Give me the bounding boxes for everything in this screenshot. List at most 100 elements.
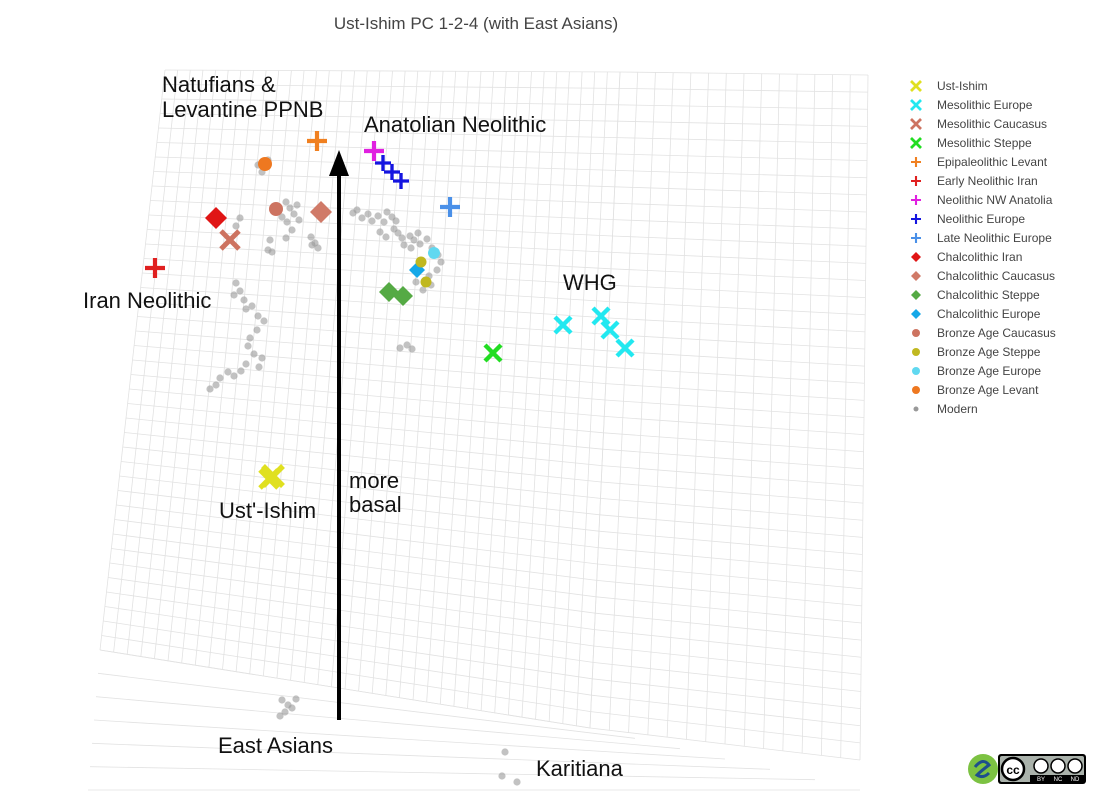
legend-item-early-neolithic-iran[interactable]: Early Neolithic Iran bbox=[911, 174, 1038, 188]
grid-line bbox=[150, 200, 614, 220]
modern-point bbox=[288, 226, 296, 234]
modern-point bbox=[407, 244, 415, 252]
modern-point bbox=[236, 214, 244, 222]
legend-item-bronze-age-steppe[interactable]: Bronze Age Steppe bbox=[912, 345, 1041, 359]
modern-point bbox=[278, 213, 286, 221]
legend-item-chalcolithic-iran[interactable]: Chalcolithic Iran bbox=[911, 250, 1022, 264]
legend-marker-epipaleolithic-levant bbox=[911, 157, 921, 167]
plot-grid bbox=[88, 69, 869, 791]
modern-point bbox=[416, 240, 424, 248]
grid-line bbox=[89, 766, 816, 781]
modern-point bbox=[258, 354, 266, 362]
cc-nd-label: ND bbox=[1071, 777, 1080, 783]
grid-line bbox=[600, 498, 863, 521]
grid-line bbox=[616, 153, 868, 162]
modern-points bbox=[206, 156, 521, 786]
legend-item-mesolithic-europe[interactable]: Mesolithic Europe bbox=[910, 98, 1033, 112]
legend-item-neolithic-europe[interactable]: Neolithic Europe bbox=[911, 212, 1025, 226]
grid-line bbox=[145, 243, 612, 270]
grid-line bbox=[590, 711, 861, 744]
modern-point bbox=[283, 218, 291, 226]
grid-line bbox=[589, 727, 861, 761]
legend-label: Chalcolithic Europe bbox=[937, 307, 1041, 321]
legend-label: Chalcolithic Steppe bbox=[937, 288, 1040, 302]
grid-line bbox=[106, 591, 594, 663]
legend-marker-chalcolithic-steppe bbox=[911, 290, 921, 300]
legend-item-bronze-age-levant[interactable]: Bronze Age Levant bbox=[912, 383, 1039, 397]
modern-point bbox=[412, 278, 420, 286]
modern-point bbox=[230, 372, 238, 380]
nc-icon bbox=[1050, 758, 1066, 774]
legend-marker-bronze-age-levant bbox=[912, 386, 920, 394]
point-epipaleolithic-levant bbox=[307, 131, 327, 151]
modern-point bbox=[403, 341, 411, 349]
point-bronze-age-steppe bbox=[420, 276, 432, 288]
legend-item-modern[interactable]: Modern bbox=[913, 402, 978, 416]
grid-line bbox=[616, 137, 868, 144]
legend-item-mesolithic-steppe[interactable]: Mesolithic Steppe bbox=[910, 136, 1032, 150]
modern-point bbox=[353, 206, 361, 214]
grid-line bbox=[604, 416, 864, 436]
point-mesolithic-europe bbox=[553, 315, 573, 335]
modern-point bbox=[206, 385, 214, 393]
legend-label: Modern bbox=[937, 402, 978, 416]
modern-point bbox=[410, 236, 418, 244]
cc-license-badge: cc BY NC ND bbox=[968, 754, 1086, 784]
grid-line bbox=[153, 171, 615, 188]
point-mesolithic-steppe bbox=[483, 343, 503, 363]
nd-icon bbox=[1067, 758, 1083, 774]
grid-line bbox=[601, 481, 864, 504]
grid-line bbox=[97, 672, 636, 739]
grid-line bbox=[610, 284, 866, 299]
annotation-ust-ishim: Ust'-Ishim bbox=[219, 498, 316, 523]
grid-line bbox=[112, 533, 597, 598]
modern-point bbox=[268, 248, 276, 256]
legend-marker-neolithic-nw-anatolia bbox=[911, 195, 921, 205]
modern-point bbox=[314, 244, 322, 252]
legend-label: Mesolithic Steppe bbox=[937, 136, 1032, 150]
annotation-basal: basal bbox=[349, 492, 402, 517]
annotation-more: more bbox=[349, 468, 399, 493]
grid-line bbox=[594, 629, 862, 658]
legend-item-neolithic-nw-anatolia[interactable]: Neolithic NW Anatolia bbox=[911, 193, 1053, 207]
modern-point bbox=[224, 368, 232, 376]
grid-line bbox=[116, 504, 598, 565]
grid-line bbox=[124, 432, 602, 483]
legend-item-chalcolithic-caucasus[interactable]: Chalcolithic Caucasus bbox=[911, 269, 1055, 283]
legend-item-bronze-age-europe[interactable]: Bronze Age Europe bbox=[912, 364, 1041, 378]
grid-line bbox=[125, 417, 603, 466]
modern-point bbox=[282, 198, 290, 206]
point-mesolithic-europe bbox=[591, 306, 611, 326]
legend-item-bronze-age-caucasus[interactable]: Bronze Age Caucasus bbox=[912, 326, 1056, 340]
point-bronze-age-steppe bbox=[415, 256, 427, 268]
point-late-neolithic-europe bbox=[440, 197, 460, 217]
ancient-points bbox=[145, 131, 635, 490]
modern-point bbox=[216, 374, 224, 382]
modern-point bbox=[276, 712, 284, 720]
legend-item-ust-ishim[interactable]: Ust-Ishim bbox=[910, 79, 988, 93]
modern-point bbox=[380, 218, 388, 226]
grid-line bbox=[129, 388, 604, 434]
grid-line bbox=[610, 268, 866, 281]
grid-line bbox=[605, 383, 865, 401]
grid-line bbox=[591, 694, 861, 727]
legend-item-chalcolithic-europe[interactable]: Chalcolithic Europe bbox=[911, 307, 1041, 321]
legend-marker-mesolithic-europe bbox=[910, 99, 922, 111]
legend-marker-mesolithic-caucasus bbox=[910, 118, 922, 130]
legend-marker-early-neolithic-iran bbox=[911, 176, 921, 186]
legend-item-late-neolithic-europe[interactable]: Late Neolithic Europe bbox=[911, 231, 1052, 245]
legend-item-mesolithic-caucasus[interactable]: Mesolithic Caucasus bbox=[910, 117, 1047, 131]
modern-point bbox=[212, 381, 220, 389]
grid-line bbox=[606, 366, 865, 384]
legend-item-chalcolithic-steppe[interactable]: Chalcolithic Steppe bbox=[911, 288, 1040, 302]
grid-line bbox=[613, 219, 867, 230]
legend-item-epipaleolithic-levant[interactable]: Epipaleolithic Levant bbox=[911, 155, 1048, 169]
point-neolithic-europe bbox=[375, 155, 391, 171]
modern-point bbox=[419, 286, 427, 294]
modern-point bbox=[278, 696, 286, 704]
legend-label: Ust-Ishim bbox=[937, 79, 988, 93]
grid-line bbox=[608, 317, 866, 333]
modern-point bbox=[293, 201, 301, 209]
